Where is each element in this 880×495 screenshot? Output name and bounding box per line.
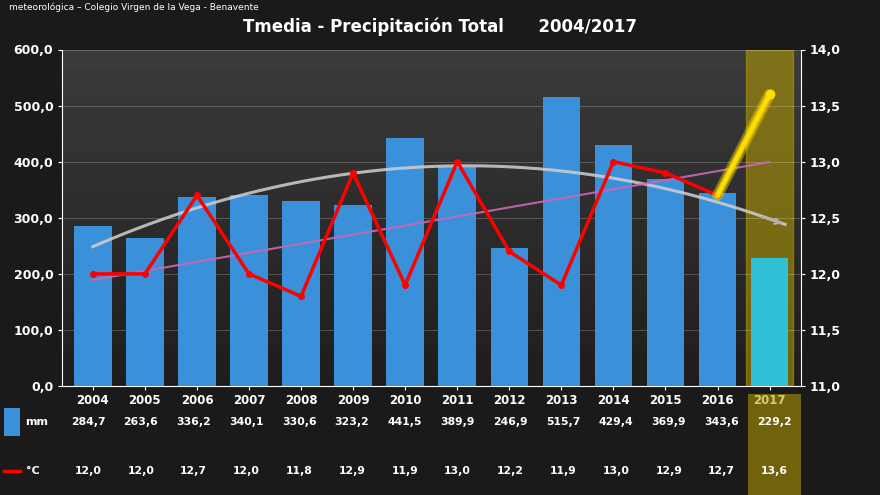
Text: Tmedia - Precipitación Total      2004/2017: Tmedia - Precipitación Total 2004/2017 [243, 17, 637, 36]
Text: 13,6: 13,6 [761, 466, 788, 476]
Text: 12,9: 12,9 [339, 466, 365, 476]
Bar [74, 226, 112, 386]
Bar [4, 408, 20, 436]
Bar [751, 257, 788, 386]
Text: 246,9: 246,9 [493, 417, 528, 427]
Text: mm: mm [26, 417, 48, 427]
Text: 441,5: 441,5 [387, 417, 422, 427]
Text: 11,9: 11,9 [550, 466, 576, 476]
Text: 11,9: 11,9 [392, 466, 418, 476]
Text: 12,7: 12,7 [708, 466, 735, 476]
Text: 515,7: 515,7 [546, 417, 581, 427]
Text: 11,8: 11,8 [286, 466, 312, 476]
Text: 336,2: 336,2 [176, 417, 211, 427]
Text: 13,0: 13,0 [444, 466, 471, 476]
Text: 12,9: 12,9 [656, 466, 682, 476]
Text: 263,6: 263,6 [123, 417, 158, 427]
Text: 12,0: 12,0 [75, 466, 101, 476]
Text: meteorológica – Colegio Virgen de la Vega - Benavente: meteorológica – Colegio Virgen de la Veg… [9, 2, 259, 12]
Bar [699, 194, 737, 386]
Bar [386, 139, 424, 386]
Bar [334, 205, 372, 386]
Bar [748, 394, 801, 495]
Bar [126, 238, 164, 386]
Bar [282, 200, 319, 386]
Text: 429,4: 429,4 [598, 417, 634, 427]
Text: 369,9: 369,9 [651, 417, 686, 427]
Text: 13,0: 13,0 [603, 466, 629, 476]
Text: 229,2: 229,2 [757, 417, 792, 427]
Bar [438, 167, 476, 386]
Bar [746, 50, 793, 386]
Text: 12,0: 12,0 [233, 466, 260, 476]
Bar [490, 248, 528, 386]
Bar [231, 196, 268, 386]
Text: 323,2: 323,2 [334, 417, 370, 427]
Text: 330,6: 330,6 [282, 417, 317, 427]
Bar [595, 145, 632, 386]
Bar [543, 97, 580, 386]
Bar [647, 179, 684, 386]
Text: 389,9: 389,9 [440, 417, 475, 427]
Bar [179, 198, 216, 386]
Text: 12,7: 12,7 [180, 466, 207, 476]
Text: 12,0: 12,0 [128, 466, 154, 476]
Text: 12,2: 12,2 [497, 466, 524, 476]
Text: 340,1: 340,1 [229, 417, 264, 427]
Text: 284,7: 284,7 [70, 417, 106, 427]
Text: °C: °C [26, 466, 40, 476]
Text: 343,6: 343,6 [704, 417, 739, 427]
